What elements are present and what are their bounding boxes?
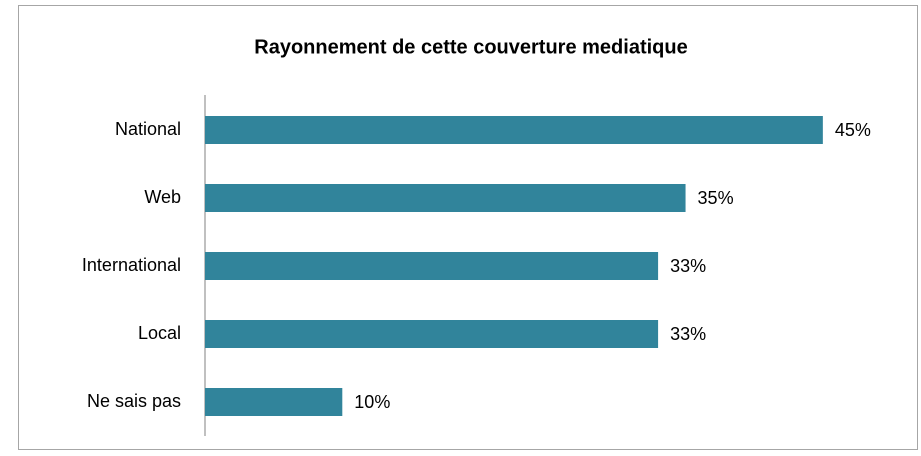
y-tick-label: Local [138, 323, 181, 343]
bar [205, 184, 686, 212]
bar [205, 388, 343, 416]
y-tick-label: Ne sais pas [87, 391, 181, 411]
bar [205, 116, 823, 144]
y-tick-label: International [82, 255, 181, 275]
bar [205, 320, 659, 348]
value-label: 33% [670, 256, 706, 276]
value-label: 10% [354, 392, 390, 412]
bar [205, 252, 659, 280]
chart-title: Rayonnement de cette couverture mediatiq… [254, 36, 687, 58]
value-label: 33% [670, 324, 706, 344]
y-tick-label: Web [144, 187, 181, 207]
value-label: 35% [698, 188, 734, 208]
value-label: 45% [835, 120, 871, 140]
y-tick-label: National [115, 119, 181, 139]
chart-frame [18, 5, 918, 450]
